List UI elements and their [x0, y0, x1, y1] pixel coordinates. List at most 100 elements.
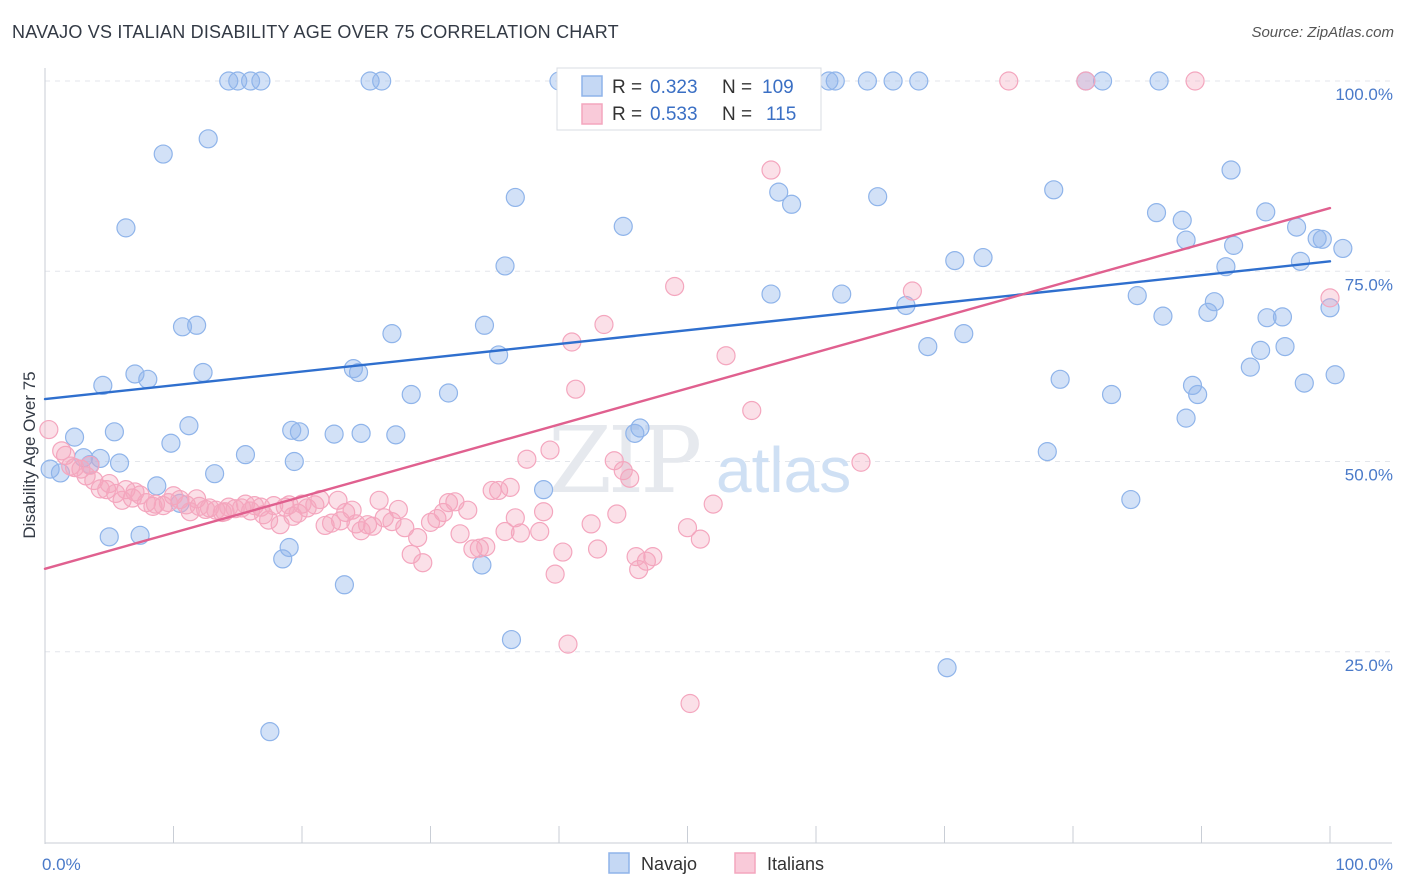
watermark-zip: ZIP — [548, 407, 699, 514]
navajo-point-69 — [883, 71, 903, 91]
legend-swatch-navajo — [581, 75, 603, 97]
navajo-point-9 — [109, 453, 130, 473]
italians-point-92 — [553, 542, 573, 562]
navajo-point-16 — [161, 433, 181, 453]
navajo-point-108 — [1312, 229, 1332, 249]
navajo-point-83 — [1121, 489, 1141, 510]
italians-point-101 — [613, 461, 633, 481]
italians-point-110 — [690, 529, 710, 549]
navajo-point-31 — [279, 537, 299, 558]
italians-point-82 — [489, 480, 509, 501]
navajo-point-2 — [64, 427, 85, 447]
navajo-point-40 — [360, 71, 380, 91]
italians-point-109 — [680, 693, 700, 714]
navajo-point-27 — [241, 71, 261, 91]
y-tick-label-2: 75.0% — [1345, 275, 1393, 294]
legend-n-value-navajo: 109 — [762, 77, 794, 98]
italians-point-106 — [643, 547, 663, 567]
italians-point-119 — [1185, 71, 1205, 91]
navajo-point-92 — [1188, 384, 1208, 405]
navajo-point-71 — [909, 71, 929, 91]
navajo-point-19 — [179, 416, 199, 436]
navajo-point-106 — [1294, 373, 1314, 393]
italians-point-17 — [130, 485, 150, 505]
italians-point-51 — [305, 495, 325, 515]
navajo-point-50 — [501, 629, 522, 650]
navajo-point-51 — [505, 187, 525, 208]
italians-point-9 — [90, 479, 110, 499]
legend-n-value-italians: 115 — [766, 104, 796, 125]
legend-n-label-1: N = — [722, 77, 752, 98]
navajo-point-82 — [1101, 384, 1122, 405]
navajo-point-10 — [116, 218, 136, 238]
navajo-point-74 — [945, 250, 965, 271]
italians-point-70 — [413, 553, 433, 573]
navajo-point-1 — [50, 463, 71, 483]
x-tick-label-0: 0.0% — [42, 855, 81, 874]
y-tick-label-0: 25.0% — [1345, 656, 1393, 675]
navajo-point-87 — [1153, 306, 1173, 326]
navajo-point-45 — [438, 383, 459, 403]
italians-point-89 — [533, 502, 554, 522]
italians-point-11 — [99, 473, 119, 494]
grid-lines — [45, 80, 1392, 653]
navajo-point-79 — [1037, 442, 1057, 462]
italians-point-77 — [458, 500, 478, 520]
series-legend: Navajo Italians — [608, 852, 824, 874]
navajo-point-91 — [1182, 375, 1203, 395]
navajo-point-84 — [1127, 286, 1147, 306]
navajo-point-32 — [282, 420, 302, 440]
bottom-legend-navajo: Navajo — [641, 854, 697, 874]
italians-point-95 — [566, 379, 586, 399]
italians-point-86 — [510, 523, 531, 543]
italians-point-19 — [143, 496, 163, 516]
navajo-point-11 — [125, 364, 145, 384]
italians-point-88 — [530, 521, 550, 542]
navajo-point-76 — [973, 247, 993, 268]
navajo-point-47 — [474, 315, 495, 335]
italians-trend-line — [43, 206, 1332, 571]
navajo-point-94 — [1204, 292, 1224, 312]
navajo-point-42 — [382, 324, 402, 344]
italians-point-112 — [716, 346, 736, 366]
italians-point-84 — [500, 477, 520, 497]
italians-point-80 — [476, 537, 496, 557]
italians-point-85 — [505, 508, 525, 528]
italians-point-98 — [594, 314, 614, 335]
navajo-point-86 — [1146, 203, 1167, 223]
navajo-point-67 — [857, 71, 878, 91]
navajo-point-111 — [1333, 238, 1353, 259]
navajo-point-0 — [40, 459, 60, 479]
navajo-point-63 — [781, 194, 802, 214]
italians-point-113 — [742, 400, 762, 421]
watermark: ZIP atlas — [548, 407, 851, 514]
navajo-point-61 — [761, 284, 781, 304]
navajo-point-52 — [533, 480, 554, 500]
italians-point-116 — [902, 281, 922, 301]
navajo-point-5 — [90, 448, 110, 469]
navajo-point-99 — [1251, 340, 1271, 360]
navajo-point-26 — [235, 445, 256, 465]
legend-r-label-1: R = — [612, 77, 642, 98]
navajo-point-7 — [99, 527, 119, 547]
italians-point-114 — [761, 160, 781, 180]
navajo-point-49 — [495, 256, 515, 276]
italians-point-79 — [469, 538, 489, 558]
navajo-point-57 — [625, 423, 645, 443]
navajo-point-39 — [351, 423, 371, 443]
navajo-point-37 — [343, 359, 363, 379]
navajo-point-44 — [401, 384, 421, 405]
navajo-point-30 — [273, 549, 293, 569]
italians-point-120 — [1320, 288, 1340, 308]
y-tick-label-1: 50.0% — [1345, 466, 1393, 485]
italians-point-42 — [258, 510, 279, 530]
navajo-point-73 — [937, 658, 957, 678]
stats-legend: R = 0.323 N = 109 R = 0.533 N = 115 — [556, 67, 822, 131]
navajo-point-13 — [138, 369, 158, 389]
chart-title: NAVAJO VS ITALIAN DISABILITY AGE OVER 75… — [12, 22, 619, 42]
bottom-legend-italians: Italians — [767, 854, 824, 874]
navajo-point-56 — [630, 418, 650, 438]
navajo-point-21 — [193, 362, 213, 383]
y-axis-label: Disability Age Over 75 — [20, 371, 39, 538]
trend-lines — [43, 206, 1332, 571]
